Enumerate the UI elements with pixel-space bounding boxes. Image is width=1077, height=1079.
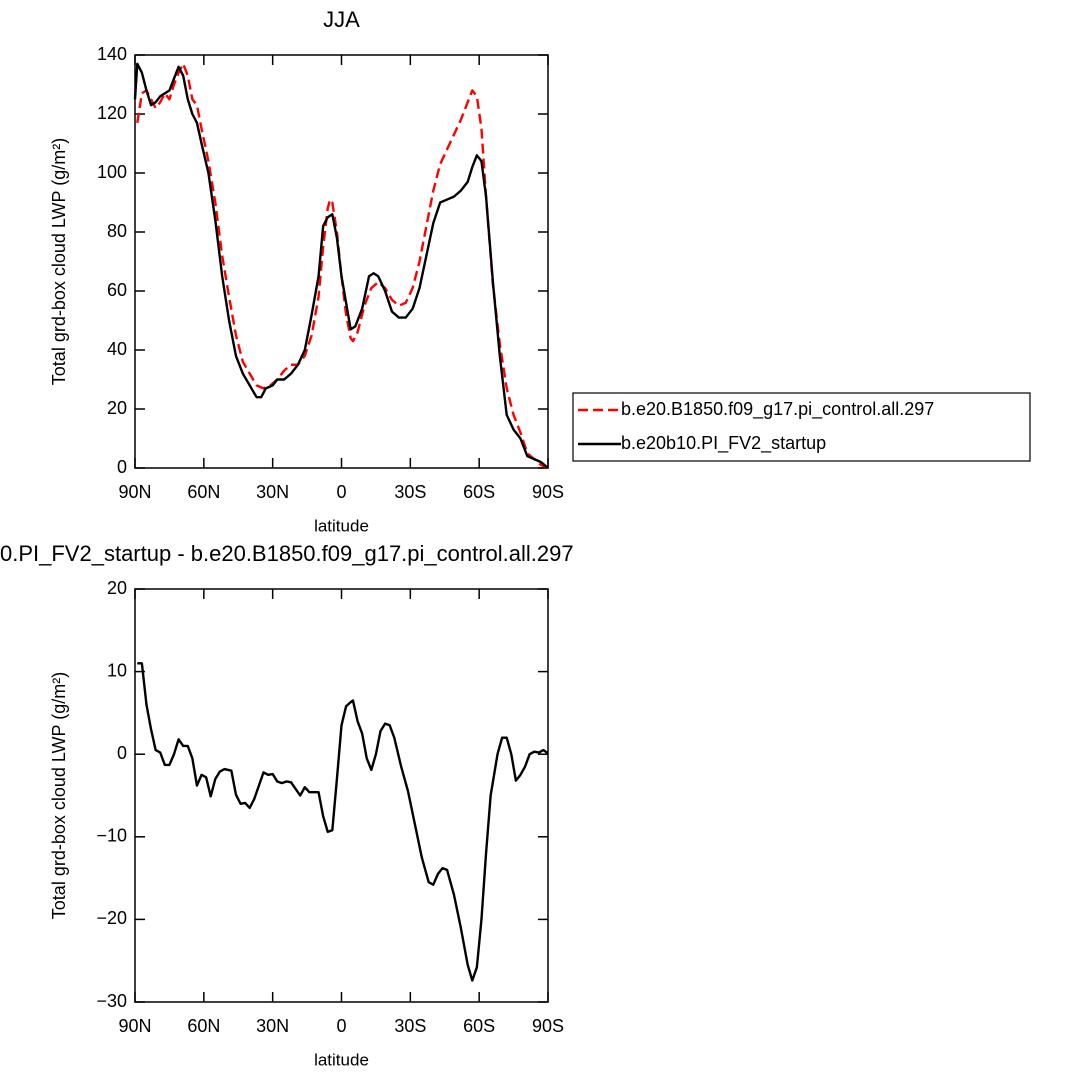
chart-title: JJA (323, 7, 360, 32)
data-line (137, 662, 549, 982)
x-tick-label: 60N (187, 482, 220, 502)
y-tick-label: 0 (117, 457, 127, 477)
y-tick-label: 20 (107, 578, 127, 598)
legend-label: b.e20b10.PI_FV2_startup (621, 433, 826, 454)
y-tick-label: −30 (96, 991, 127, 1011)
y-axis-label: Total grd-box cloud LWP (g/m²) (49, 138, 69, 385)
x-tick-label: 60S (463, 482, 495, 502)
x-tick-label: 60N (187, 1016, 220, 1036)
y-tick-label: 80 (107, 221, 127, 241)
data-line (136, 62, 549, 470)
x-axis-label: latitude (314, 1050, 369, 1069)
x-tick-label: 90S (532, 482, 564, 502)
x-tick-label: 90S (532, 1016, 564, 1036)
x-tick-label: 30N (256, 1016, 289, 1036)
y-tick-label: 100 (97, 162, 127, 182)
y-tick-label: 20 (107, 398, 127, 418)
plot-frame (134, 588, 549, 1003)
x-tick-label: 30S (394, 1016, 426, 1036)
y-tick-label: −20 (96, 908, 127, 928)
y-tick-label: 10 (107, 660, 127, 680)
x-tick-label: 90N (118, 482, 151, 502)
data-line (133, 62, 549, 469)
x-tick-label: 0 (336, 1016, 346, 1036)
plot-frame (134, 54, 549, 469)
y-tick-label: 140 (97, 44, 127, 64)
y-tick-label: 60 (107, 280, 127, 300)
x-axis-label: latitude (314, 516, 369, 535)
y-tick-label: 120 (97, 103, 127, 123)
x-tick-label: 90N (118, 1016, 151, 1036)
legend-box (572, 392, 1031, 462)
chart-title: 0.PI_FV2_startup - b.e20.B1850.f09_g17.p… (0, 541, 574, 566)
y-tick-label: 0 (117, 743, 127, 763)
y-axis-label: Total grd-box cloud LWP (g/m²) (49, 672, 69, 919)
legend-label: b.e20.B1850.f09_g17.pi_control.all.297 (621, 399, 934, 420)
x-tick-label: 30S (394, 482, 426, 502)
x-tick-label: 60S (463, 1016, 495, 1036)
y-tick-label: 40 (107, 339, 127, 359)
x-tick-label: 30N (256, 482, 289, 502)
y-tick-label: −10 (96, 826, 127, 846)
x-tick-label: 0 (336, 482, 346, 502)
